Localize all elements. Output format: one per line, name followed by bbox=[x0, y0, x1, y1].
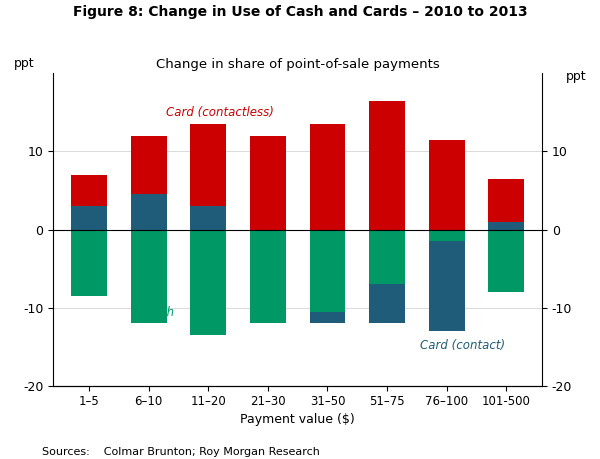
X-axis label: Payment value ($): Payment value ($) bbox=[240, 413, 355, 425]
Bar bbox=[250, 230, 286, 323]
Bar bbox=[131, 230, 167, 323]
Bar bbox=[429, 241, 464, 331]
Text: Card (contactless): Card (contactless) bbox=[166, 106, 274, 118]
Bar bbox=[131, 136, 167, 195]
Y-axis label: ppt: ppt bbox=[14, 57, 34, 70]
Bar bbox=[429, 230, 464, 241]
Bar bbox=[488, 222, 524, 230]
Y-axis label: ppt: ppt bbox=[566, 70, 587, 83]
Bar bbox=[369, 101, 405, 230]
Text: Figure 8: Change in Use of Cash and Cards – 2010 to 2013: Figure 8: Change in Use of Cash and Card… bbox=[73, 5, 527, 19]
Text: Sources:    Colmar Brunton; Roy Morgan Research: Sources: Colmar Brunton; Roy Morgan Rese… bbox=[42, 447, 320, 457]
Bar bbox=[310, 312, 346, 323]
Bar bbox=[190, 230, 226, 335]
Bar bbox=[131, 195, 167, 230]
Bar bbox=[488, 230, 524, 292]
Bar bbox=[71, 206, 107, 230]
Text: Cash: Cash bbox=[146, 306, 175, 319]
Bar bbox=[71, 230, 107, 296]
Bar bbox=[190, 124, 226, 206]
Bar bbox=[71, 175, 107, 206]
Title: Change in share of point-of-sale payments: Change in share of point-of-sale payment… bbox=[156, 58, 440, 71]
Bar bbox=[310, 230, 346, 312]
Bar bbox=[310, 124, 346, 230]
Bar bbox=[369, 284, 405, 323]
Bar bbox=[250, 136, 286, 230]
Bar bbox=[429, 140, 464, 230]
Bar bbox=[190, 206, 226, 230]
Bar bbox=[369, 230, 405, 284]
Text: Card (contact): Card (contact) bbox=[420, 339, 505, 352]
Bar bbox=[488, 179, 524, 222]
